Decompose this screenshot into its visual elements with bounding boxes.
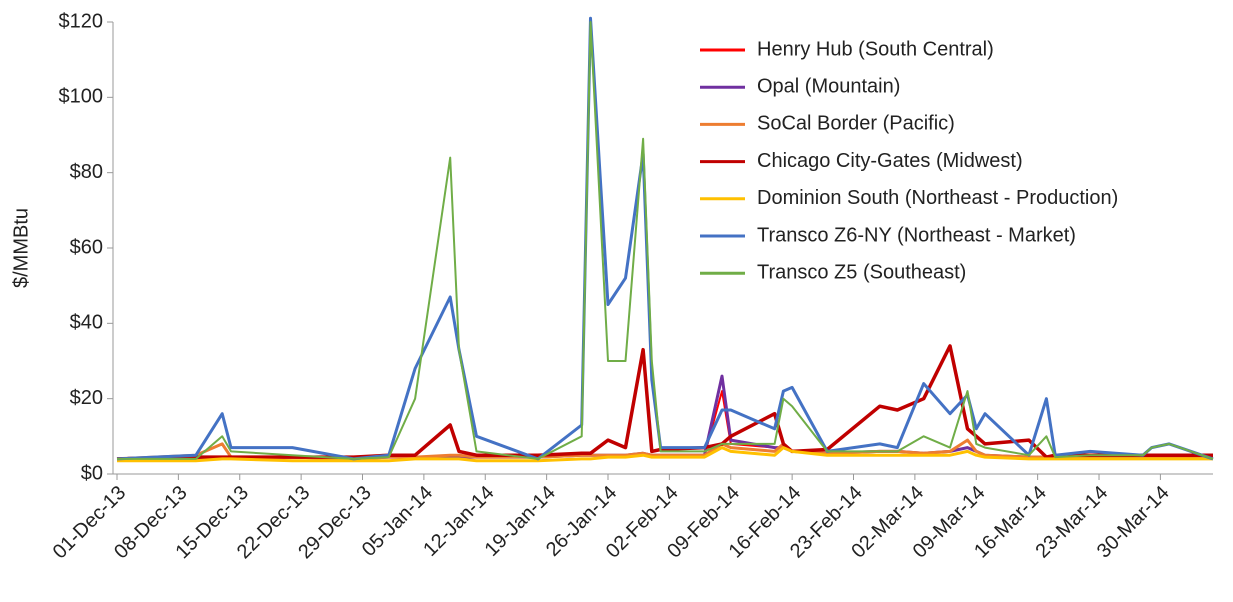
y-tick-label: $40	[70, 312, 103, 334]
legend-label: Chicago City-Gates (Midwest)	[757, 150, 1023, 172]
legend-label: SoCal Border (Pacific)	[757, 113, 955, 135]
y-tick-label: $0	[81, 462, 103, 484]
y-tick-label: $60	[70, 236, 103, 258]
series-line	[117, 21, 1214, 460]
y-axis-title: $/MMBtu	[10, 208, 32, 288]
legend-label: Dominion South (Northeast - Production)	[757, 187, 1118, 209]
y-tick-label: $120	[59, 10, 104, 32]
legend-label: Opal (Mountain)	[757, 75, 900, 97]
legend-label: Henry Hub (South Central)	[757, 38, 994, 60]
y-tick-label: $20	[70, 387, 103, 409]
legend-label: Transco Z5 (Southeast)	[757, 261, 966, 283]
series-line	[117, 446, 1213, 463]
legend-label: Transco Z6-NY (Northeast - Market)	[757, 224, 1076, 246]
y-tick-label: $80	[70, 161, 103, 183]
y-tick-label: $100	[59, 86, 104, 108]
series-line	[116, 16, 1214, 461]
